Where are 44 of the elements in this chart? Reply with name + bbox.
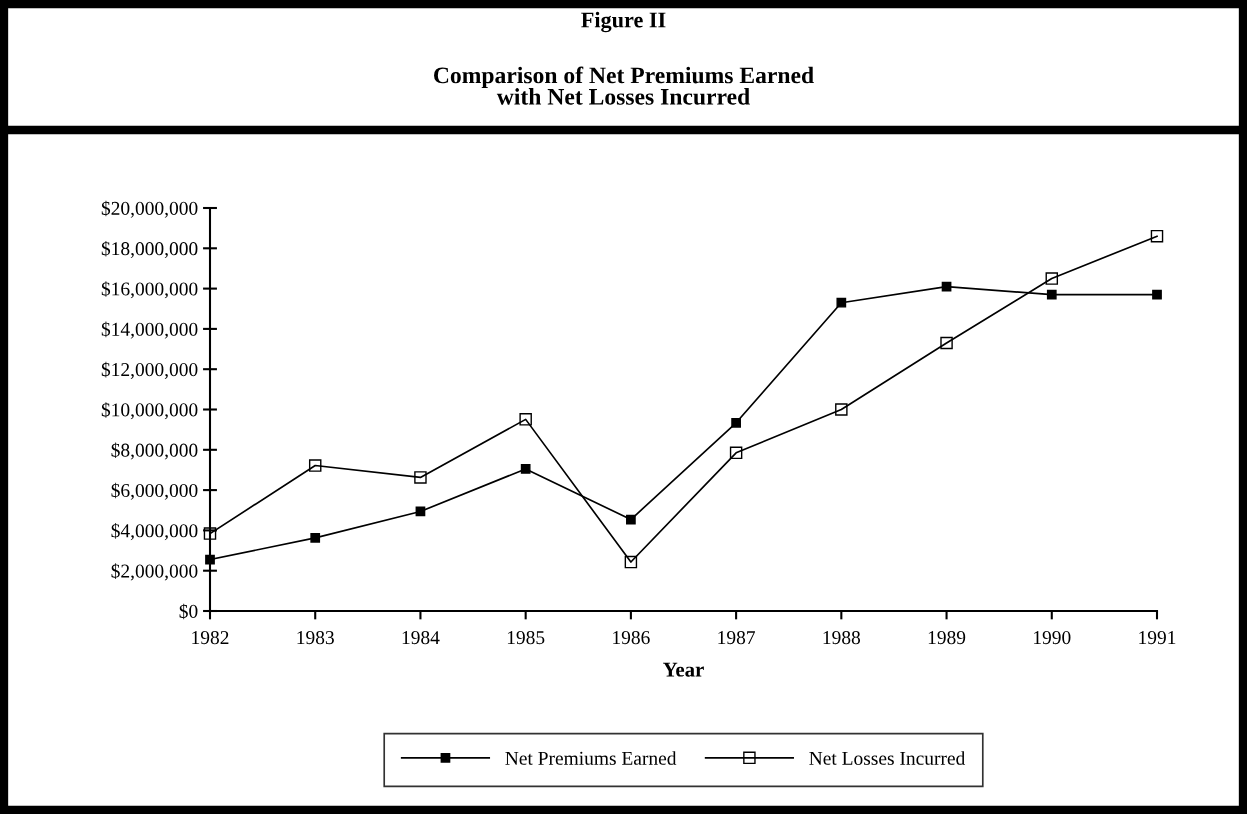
y-tick-label: $20,000,000 <box>101 200 198 218</box>
legend-label: Net Losses Incurred <box>809 751 966 765</box>
x-tick-label: 1983 <box>297 631 334 645</box>
x-tick-label: 1985 <box>507 631 545 645</box>
x-tick-label: 1982 <box>192 631 229 645</box>
point <box>624 555 638 569</box>
point <box>205 554 215 565</box>
chart-subtitle: Comparison of Net Premiums Earned with Net Losses Incurred <box>434 66 814 105</box>
point <box>836 297 847 308</box>
point <box>519 413 532 426</box>
legend-label: Net Premiums Earned <box>505 751 677 765</box>
y-tick-label: $10,000,000 <box>101 402 198 420</box>
y-tick-label: $18,000,000 <box>101 240 198 259</box>
point <box>626 514 636 525</box>
y-tick-label: $6,000,000 <box>111 482 198 500</box>
x-tick-label: 1989 <box>928 631 966 645</box>
y-tick-label: $8,000,000 <box>111 442 198 460</box>
point <box>414 471 427 484</box>
point <box>1150 229 1164 243</box>
point <box>1045 272 1059 285</box>
x-tick-label: 1984 <box>402 631 440 645</box>
y-tick-label: $16,000,000 <box>101 281 198 299</box>
x-axis-title: Year <box>663 662 704 677</box>
x-tick-label: 1987 <box>718 631 755 645</box>
y-tick-label: $0 <box>179 603 198 620</box>
x-tick-label: 1991 <box>1139 631 1176 645</box>
x-tick-label: 1990 <box>1034 631 1071 645</box>
point <box>308 459 322 472</box>
point <box>940 336 953 350</box>
point <box>520 464 531 474</box>
x-tick-label: 1986 <box>613 631 650 645</box>
chart-title: Figure II <box>581 11 666 33</box>
y-tick-label: $14,000,000 <box>101 321 198 339</box>
point <box>1152 289 1162 300</box>
point <box>731 417 741 428</box>
point <box>729 446 743 460</box>
y-tick-label: $12,000,000 <box>101 361 198 379</box>
y-tick-label: $2,000,000 <box>111 563 198 581</box>
point <box>310 532 321 543</box>
point <box>1046 289 1057 300</box>
x-tick-label: 1988 <box>823 631 861 645</box>
point <box>835 403 848 416</box>
y-tick-label: $4,000,000 <box>111 523 198 541</box>
point <box>203 527 217 540</box>
